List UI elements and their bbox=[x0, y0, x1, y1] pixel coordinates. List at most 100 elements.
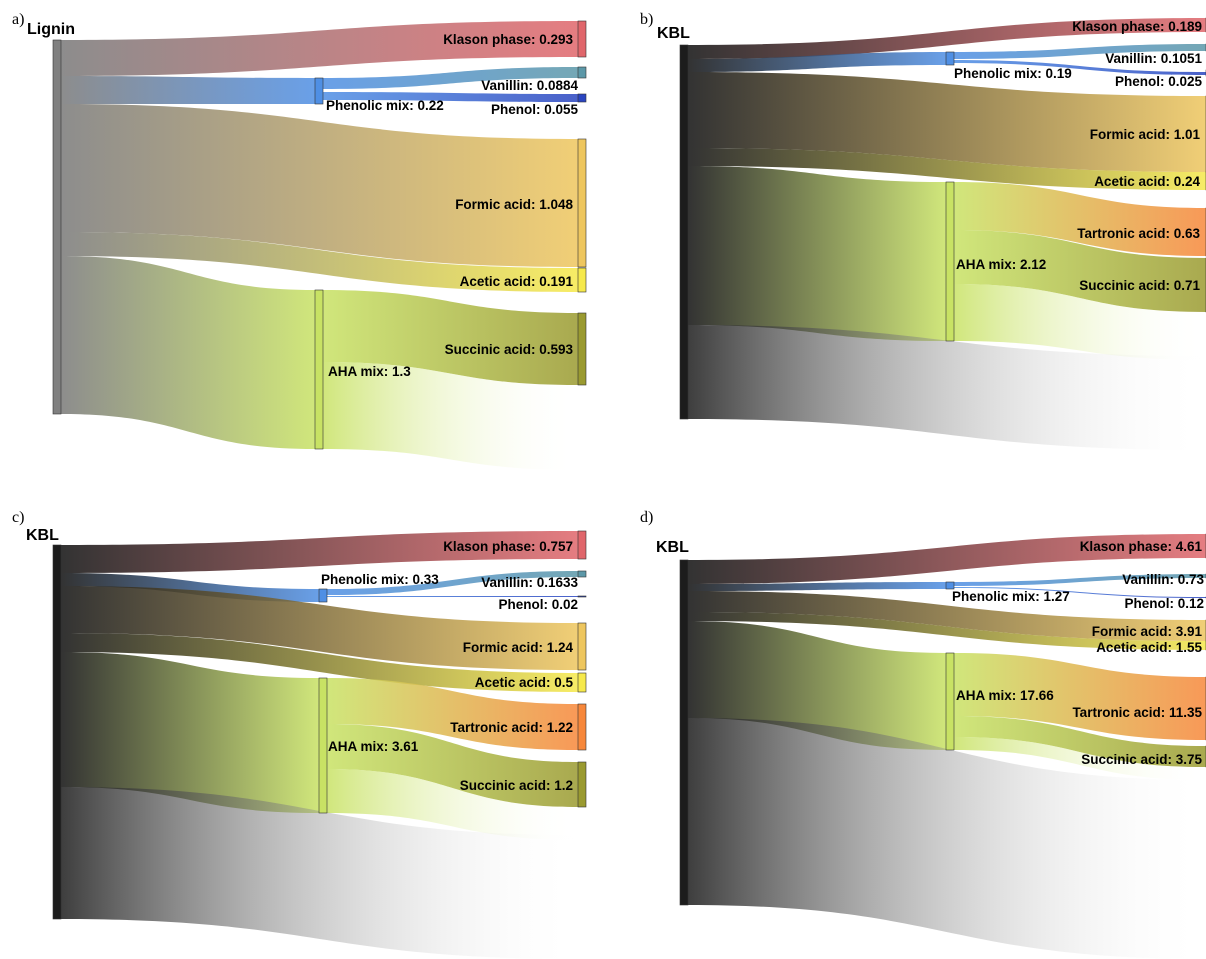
node-label-vanillin: Vanillin: 0.1051 bbox=[1105, 51, 1202, 66]
flow-aha-to-tartronic bbox=[327, 678, 578, 750]
flow-source-to-phenolic bbox=[688, 52, 946, 72]
flow-aha-to-loss bbox=[954, 737, 1206, 780]
flow-source-to-phenolic bbox=[688, 582, 946, 591]
source-node-bar bbox=[679, 559, 689, 906]
source-node-bar bbox=[679, 44, 689, 420]
flow-aha-to-loss bbox=[323, 362, 578, 470]
flow-source-to-loss bbox=[688, 718, 1206, 959]
flow-source-to-aha bbox=[61, 652, 319, 813]
node-label-aha: AHA mix: 1.3 bbox=[328, 364, 411, 379]
flow-source-to-loss bbox=[61, 787, 578, 959]
node-label-phenolic: Phenolic mix: 0.19 bbox=[954, 66, 1072, 81]
node-label-vanillin: Vanillin: 0.73 bbox=[1122, 572, 1204, 587]
source-node-bar bbox=[52, 39, 62, 415]
node-label-acetic: Acetic acid: 0.24 bbox=[1094, 174, 1200, 189]
panel-letter: c) bbox=[12, 509, 24, 526]
source-label: KBL bbox=[656, 539, 689, 556]
sankey-panel-b: b)KBL Phenolic mix: 0.19 AHA mix: 2.12 Klas… bbox=[640, 11, 1206, 450]
node-label-klason: Klason phase: 4.61 bbox=[1080, 539, 1203, 554]
flow-source-to-formic bbox=[688, 72, 1206, 172]
node-label-phenol: Phenol: 0.02 bbox=[498, 597, 578, 612]
flow-phenolic-to-vanillin bbox=[954, 574, 1206, 586]
flow-source-to-phenolic bbox=[61, 573, 319, 602]
flow-source-to-aha bbox=[688, 621, 946, 750]
node-bar-acetic bbox=[577, 267, 587, 293]
flow-phenolic-to-vanillin bbox=[327, 571, 578, 595]
node-bar-klason bbox=[577, 20, 587, 58]
flow-aha-to-tartronic bbox=[954, 182, 1206, 256]
flow-aha-to-succinic bbox=[327, 724, 578, 807]
node-bar-phenolic bbox=[318, 588, 328, 603]
panel-letter: a) bbox=[12, 11, 24, 28]
node-bar-phenolic bbox=[945, 51, 955, 66]
flow-source-to-formic bbox=[688, 591, 1206, 641]
flow-aha-to-loss bbox=[327, 769, 578, 840]
flow-source-to-acetic bbox=[61, 633, 578, 692]
node-bar-aha bbox=[945, 652, 955, 751]
node-bar-phenolic bbox=[314, 77, 324, 105]
flow-source-to-klason bbox=[61, 531, 578, 573]
flow-phenolic-to-phenol bbox=[327, 596, 578, 597]
node-label-succinic: Succinic acid: 0.71 bbox=[1079, 278, 1200, 293]
sankey-panel-c: c)KBL Phenolic mix: 0.33 AHA mix: 3.61 Klas… bbox=[12, 509, 587, 959]
panel-letter: d) bbox=[640, 509, 653, 526]
node-label-phenolic: Phenolic mix: 0.22 bbox=[326, 98, 444, 113]
node-label-acetic: Acetic acid: 0.5 bbox=[475, 675, 574, 690]
node-label-klason: Klason phase: 0.189 bbox=[1072, 19, 1202, 34]
node-label-vanillin: Vanillin: 0.0884 bbox=[481, 78, 578, 93]
flow-phenolic-to-phenol bbox=[954, 587, 1206, 598]
source-label: KBL bbox=[657, 25, 690, 42]
node-bar-vanillin bbox=[577, 570, 587, 578]
node-label-tartronic: Tartronic acid: 11.35 bbox=[1072, 705, 1202, 720]
flow-source-to-klason bbox=[688, 534, 1206, 584]
node-label-klason: Klason phase: 0.293 bbox=[443, 32, 573, 47]
node-bar-phenol bbox=[577, 595, 587, 598]
panel-letter: b) bbox=[640, 11, 653, 28]
node-label-succinic: Succinic acid: 1.2 bbox=[460, 778, 573, 793]
node-label-formic: Formic acid: 3.91 bbox=[1092, 624, 1203, 639]
node-label-klason: Klason phase: 0.757 bbox=[443, 539, 573, 554]
sankey-panel-a: a)Lignin Phenolic mix: 0.22 AHA mix: 1.3 Kl… bbox=[12, 11, 587, 470]
node-bar-aha bbox=[314, 289, 324, 450]
flow-phenolic-to-phenol bbox=[323, 92, 578, 102]
node-bar-aha bbox=[945, 181, 955, 342]
node-bar-formic bbox=[577, 138, 587, 268]
node-bar-succinic bbox=[577, 312, 587, 386]
node-bar-formic bbox=[577, 622, 587, 671]
node-bar-vanillin bbox=[577, 66, 587, 79]
node-label-phenolic: Phenolic mix: 1.27 bbox=[952, 589, 1070, 604]
flow-source-to-aha bbox=[61, 256, 315, 449]
node-label-formic: Formic acid: 1.01 bbox=[1090, 127, 1201, 142]
flow-aha-to-succinic bbox=[323, 290, 578, 385]
flow-phenolic-to-vanillin bbox=[954, 44, 1206, 59]
flow-aha-to-tartronic bbox=[954, 653, 1206, 740]
flow-aha-to-succinic bbox=[954, 230, 1206, 312]
flow-source-to-klason bbox=[61, 21, 578, 76]
flow-source-to-aha bbox=[688, 166, 946, 341]
flow-aha-to-succinic bbox=[954, 716, 1206, 767]
node-label-aha: AHA mix: 3.61 bbox=[328, 739, 419, 754]
flow-phenolic-to-phenol bbox=[954, 60, 1206, 75]
node-label-succinic: Succinic acid: 3.75 bbox=[1081, 752, 1202, 767]
node-label-acetic: Acetic acid: 0.191 bbox=[460, 274, 574, 289]
node-bar-phenol bbox=[577, 93, 587, 103]
node-label-aha: AHA mix: 2.12 bbox=[956, 257, 1046, 272]
node-label-formic: Formic acid: 1.048 bbox=[455, 197, 573, 212]
node-bar-tartronic bbox=[577, 703, 587, 751]
node-label-phenolic: Phenolic mix: 0.33 bbox=[321, 572, 439, 587]
node-bar-succinic bbox=[577, 761, 587, 808]
node-label-tartronic: Tartronic acid: 1.22 bbox=[450, 720, 573, 735]
flow-source-to-acetic bbox=[61, 232, 578, 292]
node-label-phenol: Phenol: 0.12 bbox=[1124, 596, 1204, 611]
sankey-panel-d: d)KBL Phenolic mix: 1.27 AHA mix: 17.66 Kla… bbox=[640, 509, 1206, 959]
node-label-succinic: Succinic acid: 0.593 bbox=[445, 342, 574, 357]
flow-source-to-formic bbox=[61, 586, 578, 670]
flow-source-to-formic bbox=[61, 104, 578, 267]
flow-source-to-acetic bbox=[688, 612, 1206, 650]
node-label-vanillin: Vanillin: 0.1633 bbox=[481, 575, 578, 590]
flow-source-to-acetic bbox=[688, 148, 1206, 190]
source-label: KBL bbox=[26, 527, 59, 544]
node-label-tartronic: Tartronic acid: 0.63 bbox=[1077, 226, 1200, 241]
flow-phenolic-to-vanillin bbox=[323, 67, 578, 89]
